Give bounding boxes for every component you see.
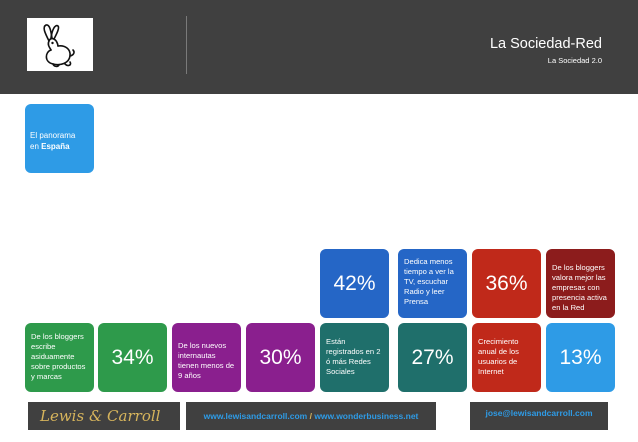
brand-name: Lewis & Carroll: [40, 407, 161, 425]
website-separator: /: [307, 411, 315, 421]
intro-prefix: en: [30, 142, 42, 151]
email-link[interactable]: jose@lewisandcarroll.com: [485, 408, 593, 418]
stat-5-text-tile: Crecimiento anual de los usuarios de Int…: [472, 323, 541, 392]
stat-6-text: De los bloggers valora mejor las empresa…: [552, 263, 607, 312]
footer-websites: www.lewisandcarroll.com / www.wonderbusi…: [186, 402, 436, 430]
stat-6-percent: 13%: [559, 345, 602, 369]
footer-brand-box: Lewis & Carroll: [28, 402, 180, 430]
stat-5-text: Crecimiento anual de los usuarios de Int…: [478, 337, 519, 376]
intro-tile: El panorama en España: [25, 104, 94, 173]
stat-4-percent: 27%: [411, 345, 454, 369]
header-bar: La Sociedad-Red La Sociedad 2.0: [0, 0, 638, 94]
stat-6-percent-tile: 13%: [546, 323, 615, 392]
stat-5-percent: 36%: [485, 271, 528, 295]
stat-3-percent-tile: 42%: [320, 249, 389, 318]
stat-2-percent: 30%: [259, 345, 302, 369]
website-link-2[interactable]: www.wonderbusiness.net: [314, 411, 419, 421]
rabbit-icon: [43, 24, 75, 68]
stat-1-text: De los bloggers escribe asiduamente sobr…: [31, 332, 86, 381]
footer-email-box: jose@lewisandcarroll.com: [470, 402, 608, 430]
intro-line1: El panorama: [30, 131, 76, 140]
page-subtitle: La Sociedad 2.0: [547, 56, 602, 65]
stat-3-percent: 42%: [333, 271, 376, 295]
stat-1-percent-tile: 34%: [98, 323, 167, 392]
stat-3-text-tile: Están registrados en 2 ó más Redes Socia…: [320, 323, 389, 392]
website-link-1[interactable]: www.lewisandcarroll.com: [203, 411, 308, 421]
intro-country: España: [41, 142, 70, 151]
logo: [27, 18, 93, 71]
stat-2-percent-tile: 30%: [246, 323, 315, 392]
page-title: La Sociedad-Red: [489, 36, 602, 52]
stat-6-text-tile: De los bloggers valora mejor las empresa…: [546, 249, 615, 318]
stat-5-percent-tile: 36%: [472, 249, 541, 318]
stat-4-text-tile: Dedica menos tiempo a ver la TV, escucha…: [398, 249, 467, 318]
stat-2-text: De los nuevos internautas tienen menos d…: [178, 341, 235, 380]
stat-1-text-tile: De los bloggers escribe asiduamente sobr…: [25, 323, 94, 392]
stat-2-text-tile: De los nuevos internautas tienen menos d…: [172, 323, 241, 392]
header-divider: [186, 16, 187, 74]
intro-line2: en España: [30, 141, 90, 152]
stat-1-percent: 34%: [111, 345, 154, 369]
stat-4-text: Dedica menos tiempo a ver la TV, escucha…: [404, 257, 454, 306]
stat-4-percent-tile: 27%: [398, 323, 467, 392]
stat-3-text: Están registrados en 2 ó más Redes Socia…: [326, 337, 381, 376]
